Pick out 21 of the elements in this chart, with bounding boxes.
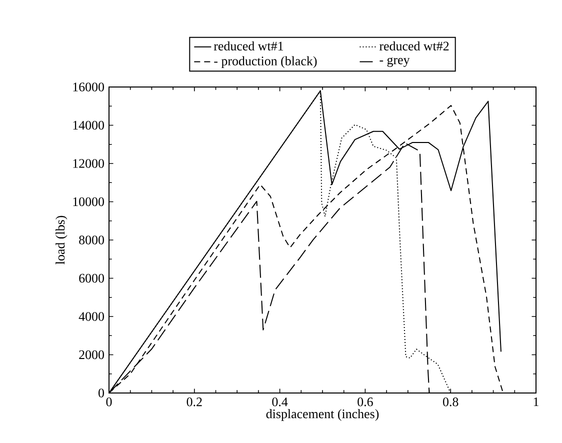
x-tick-label: 0.4 [272, 398, 288, 406]
y-tick-label: 2000 [79, 350, 104, 360]
y-axis-title: load (lbs) [56, 216, 68, 264]
x-tick-label: 0.6 [358, 398, 373, 406]
legend-label: reduced wt#1 [214, 41, 284, 50]
y-tick-label: 16000 [73, 82, 104, 92]
x-tick-label: 0.2 [186, 398, 202, 406]
x-tick-label: 0.8 [443, 398, 458, 406]
y-tick-label: 12000 [73, 159, 104, 168]
y-tick-label: 0 [98, 388, 104, 398]
legend-label: - production (black) [214, 56, 317, 68]
x-axis-title: displacement (inches) [266, 409, 379, 421]
y-tick-label: 6000 [79, 274, 104, 283]
y-tick-label: 10000 [73, 197, 104, 206]
y-tick-label: 8000 [79, 236, 104, 244]
x-tick-label: 0 [106, 398, 112, 406]
legend-label: - grey [380, 57, 410, 67]
x-tick-label: 1 [534, 398, 538, 406]
legend-label: reduced wt#2 [379, 41, 449, 50]
y-tick-label: 4000 [78, 312, 104, 321]
y-tick-label: 14000 [73, 120, 104, 130]
